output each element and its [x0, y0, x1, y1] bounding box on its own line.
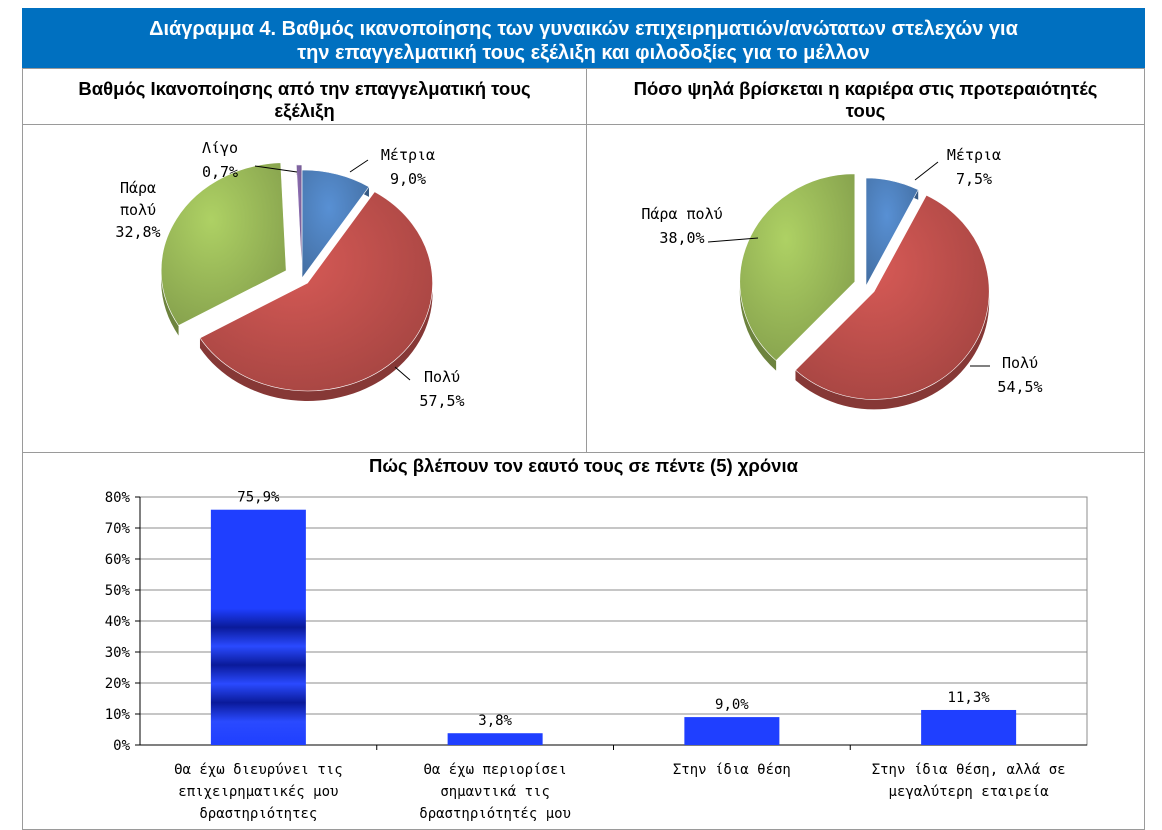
figure-title-line1: Διάγραμμα 4. Βαθμός ικανοποίησης των γυν… [149, 18, 1018, 40]
left-pie-title: Βαθμός Ικανοποίησης από την επαγγελματικ… [28, 78, 581, 122]
right-pie-title: Πόσο ψηλά βρίσκεται η καριέρα στις προτε… [592, 78, 1139, 122]
left-pie-title-line2: εξέλιξη [274, 100, 335, 121]
left-pie-panel [22, 68, 587, 453]
left-pie-title-line1: Βαθμός Ικανοποίησης από την επαγγελματικ… [78, 78, 531, 99]
bar-chart-title: Πώς βλέπουν τον εαυτό τους σε πέντε (5) … [369, 455, 798, 476]
right-pie-panel [586, 68, 1145, 453]
figure-title-banner: Διάγραμμα 4. Βαθμός ικανοποίησης των γυν… [22, 8, 1145, 68]
right-pie-title-line1: Πόσο ψηλά βρίσκεται η καριέρα στις προτε… [633, 78, 1098, 99]
right-pie-title-line2: τους [845, 100, 886, 121]
right-pie-title-frame [586, 68, 1145, 125]
bar-chart-panel [22, 452, 1145, 830]
figure-title-line2: την επαγγελματική τους εξέλιξη και φιλοδ… [297, 42, 870, 64]
